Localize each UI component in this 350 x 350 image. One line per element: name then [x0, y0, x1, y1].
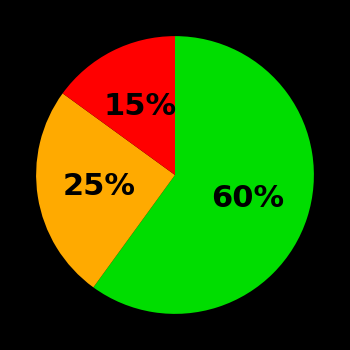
- Wedge shape: [93, 36, 314, 314]
- Wedge shape: [36, 93, 175, 287]
- Text: 25%: 25%: [63, 173, 136, 202]
- Wedge shape: [63, 36, 175, 175]
- Text: 15%: 15%: [104, 92, 177, 121]
- Text: 60%: 60%: [211, 184, 284, 213]
